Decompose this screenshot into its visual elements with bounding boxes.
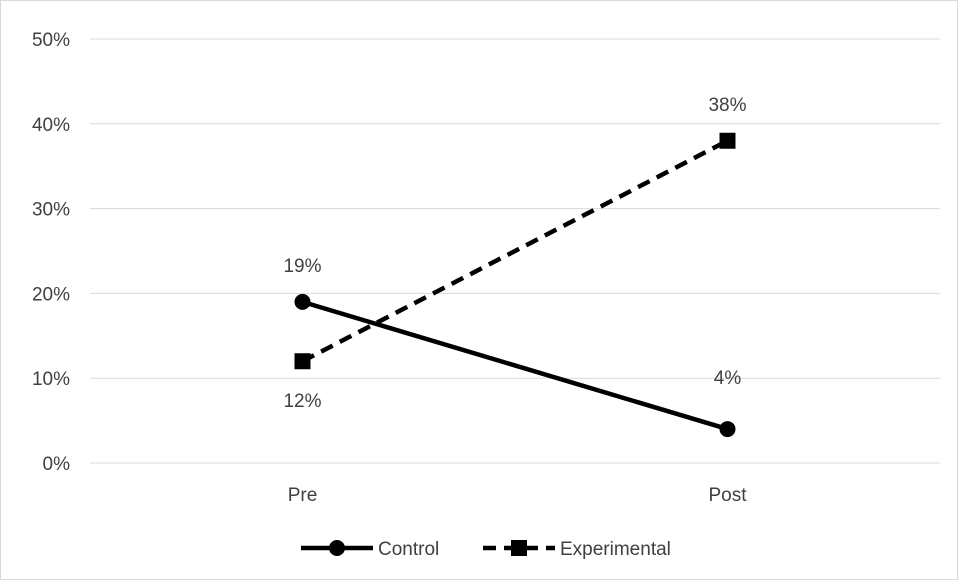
series — [294, 132, 736, 438]
control-marker — [294, 293, 311, 310]
y-tick-label: 20% — [32, 284, 70, 305]
control-data-label: 19% — [283, 256, 321, 277]
gridlines — [90, 38, 940, 464]
legend-label: Control — [378, 539, 439, 560]
y-tick-label: 50% — [32, 30, 70, 51]
control-marker — [719, 421, 736, 438]
experimental-series-line — [301, 138, 729, 364]
legend-marker — [511, 540, 527, 556]
control-series-line — [301, 299, 729, 432]
y-tick-label: 0% — [43, 454, 71, 475]
x-axis-ticks: Pre Post — [288, 485, 748, 506]
x-tick-label-pre: Pre — [288, 485, 318, 506]
legend-marker — [329, 540, 345, 556]
legend-label: Experimental — [560, 539, 671, 560]
legend: Control Experimental — [301, 539, 671, 560]
y-tick-label: 10% — [32, 369, 70, 390]
x-tick-label-post: Post — [708, 485, 747, 506]
legend-item-experimental: Experimental — [483, 539, 671, 560]
experimental-data-label: 12% — [283, 391, 321, 412]
experimental-marker — [294, 353, 311, 370]
data-labels: 19% 4% 12% 38% — [283, 95, 746, 412]
y-tick-label: 30% — [32, 200, 70, 221]
experimental-data-label: 38% — [708, 95, 746, 116]
y-tick-label: 40% — [32, 115, 70, 136]
legend-item-control: Control — [301, 539, 439, 560]
experimental-marker — [719, 132, 736, 149]
control-data-label: 4% — [714, 368, 742, 389]
y-axis-ticks: 0% 10% 20% 30% 40% 50% — [32, 30, 70, 475]
